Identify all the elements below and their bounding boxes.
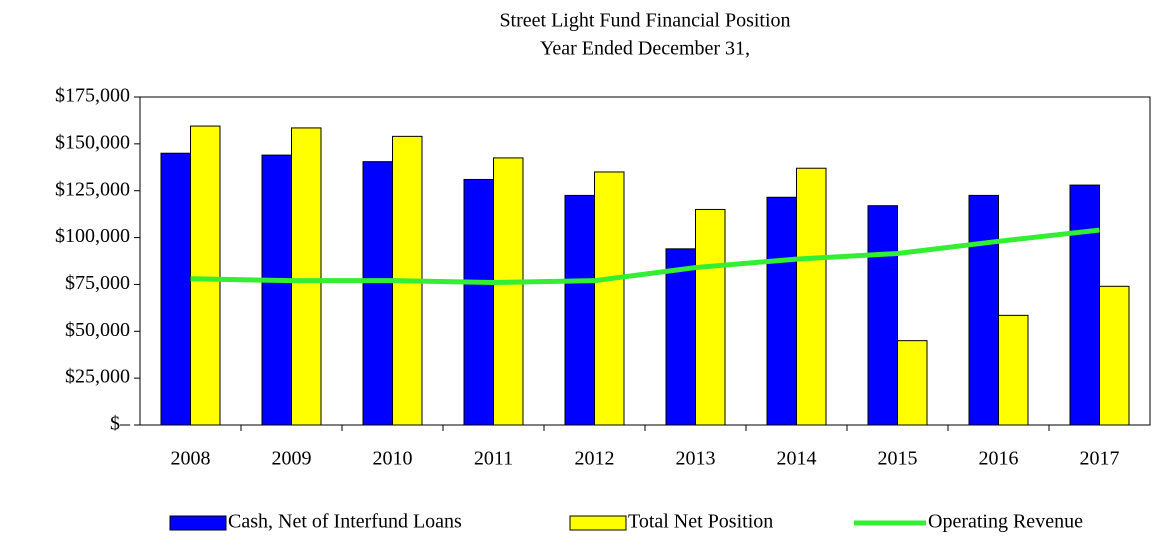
bar <box>564 194 595 426</box>
y-tick-label: $75,000 <box>65 272 130 294</box>
y-tick-label: $175,000 <box>55 85 130 107</box>
bar <box>261 154 292 426</box>
x-tick-label: 2015 <box>878 448 918 470</box>
x-tick-label: 2012 <box>575 448 615 470</box>
y-tick-label: $125,000 <box>55 178 130 200</box>
legend-swatch <box>169 515 227 531</box>
x-tick-label: 2011 <box>474 448 513 470</box>
y-tick-label: $25,000 <box>65 366 130 388</box>
y-tick-label: $150,000 <box>55 131 130 153</box>
bar <box>463 178 494 426</box>
bar <box>1099 285 1130 426</box>
bar <box>291 127 322 426</box>
legend-swatch <box>569 515 627 531</box>
line <box>190 227 1100 286</box>
bar <box>897 340 928 426</box>
bar <box>160 152 191 426</box>
bar <box>665 248 696 426</box>
bar <box>867 205 898 426</box>
bar <box>190 125 221 426</box>
legend-label: Total Net Position <box>628 511 773 533</box>
y-tick-label: $50,000 <box>65 319 130 341</box>
bar <box>1069 184 1100 426</box>
x-tick-label: 2017 <box>1080 448 1120 470</box>
x-tick-label: 2008 <box>171 448 211 470</box>
bar <box>362 161 393 426</box>
bar <box>766 196 797 426</box>
y-tick-label: $100,000 <box>55 225 130 247</box>
legend-label: Cash, Net of Interfund Loans <box>228 511 462 533</box>
y-tick-label: $– <box>110 413 131 435</box>
chart-subtitle: Year Ended December 31, <box>540 38 750 60</box>
x-tick-label: 2014 <box>777 448 817 470</box>
chart-title: Street Light Fund Financial Position <box>499 10 790 32</box>
bar <box>968 194 999 426</box>
x-tick-label: 2009 <box>272 448 312 470</box>
x-tick-label: 2010 <box>373 448 413 470</box>
bar <box>493 157 524 426</box>
legend-label: Operating Revenue <box>928 511 1083 533</box>
x-tick-label: 2013 <box>676 448 716 470</box>
bar <box>695 208 726 426</box>
x-tick-label: 2016 <box>979 448 1019 470</box>
bar <box>796 167 827 426</box>
bar <box>594 171 625 426</box>
bar <box>998 314 1029 426</box>
